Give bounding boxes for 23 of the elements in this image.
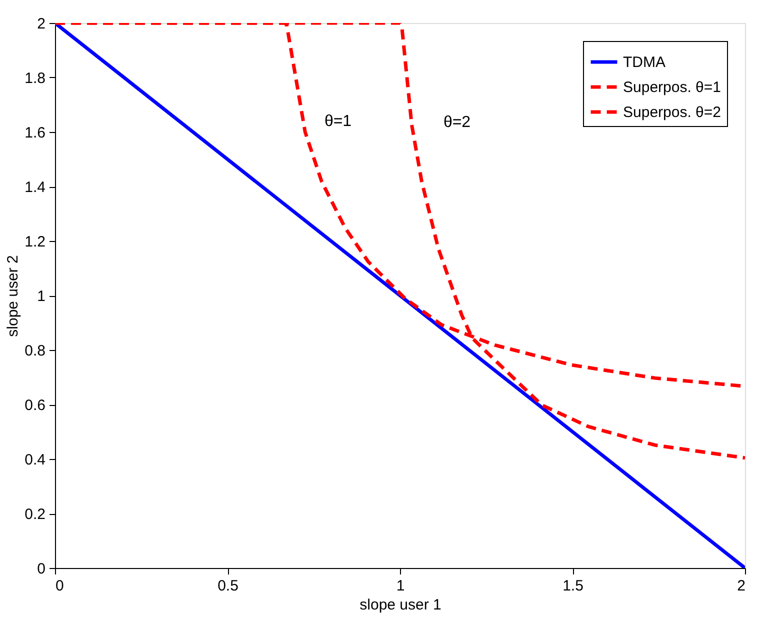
x-tick-label: 1.5 <box>562 578 584 594</box>
y-tick-label: 0.6 <box>24 397 46 414</box>
legend-label: Superpos. θ=2 <box>623 104 721 121</box>
y-tick-label: 1.6 <box>24 124 46 142</box>
y-tick-label: 0.4 <box>24 452 46 468</box>
y-tick-label: 1 <box>37 288 46 305</box>
annotation: θ=1 <box>324 113 352 130</box>
x-tick-label: 1 <box>396 578 405 594</box>
x-axis-title: slope user 1 <box>360 596 442 614</box>
annotation: θ=2 <box>443 114 471 131</box>
legend-label: Superpos. θ=1 <box>623 79 721 96</box>
y-tick-label: 0.8 <box>24 342 46 360</box>
legend-label: TDMA <box>623 54 666 71</box>
y-axis-title: slope user 2 <box>4 255 22 337</box>
y-tick-label: 1.4 <box>24 179 46 196</box>
y-tick-label: 0 <box>37 560 46 578</box>
y-tick-label: 2 <box>37 16 46 32</box>
y-tick-label: 0.2 <box>24 506 46 523</box>
x-tick-label: 2 <box>737 578 746 594</box>
y-tick-label: 1.8 <box>24 70 46 87</box>
x-tick-label: 0.5 <box>218 578 238 594</box>
x-tick-label: 0 <box>56 578 64 594</box>
y-tick-label: 1.2 <box>24 234 46 250</box>
